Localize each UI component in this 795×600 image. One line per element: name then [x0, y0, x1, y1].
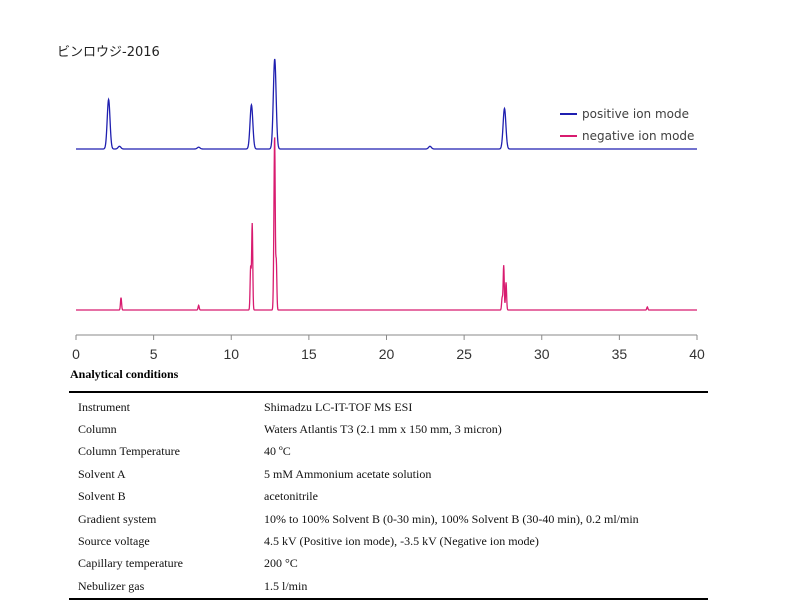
legend-label-0: positive ion mode	[582, 107, 689, 121]
condition-row: Gradient system 10% to 100% Solvent B (0-…	[69, 508, 708, 530]
traces-group	[76, 58, 697, 311]
condition-value: 200 °C	[264, 556, 298, 571]
chart-title: ビンロウジ-2016	[57, 45, 160, 60]
condition-value: Waters Atlantis T3 (2.1 mm x 150 mm, 3 m…	[264, 422, 502, 437]
condition-label: Nebulizer gas	[78, 578, 145, 593]
condition-label: Source voltage	[78, 534, 150, 549]
x-tick-label: 25	[456, 346, 472, 362]
condition-label: Gradient system	[78, 511, 157, 526]
condition-value: 40 ºC	[264, 444, 291, 459]
condition-row: Column Waters Atlantis T3 (2.1 mm x 150 m…	[69, 418, 708, 440]
x-tick-label: 40	[689, 346, 705, 362]
condition-value: 1.5 l/min	[264, 578, 308, 593]
x-tick-label: 5	[150, 346, 158, 362]
condition-value: 10% to 100% Solvent B (0-30 min), 100% S…	[264, 511, 639, 526]
legend: positive ion mode negative ion mode	[560, 107, 694, 143]
chromatogram-chart: 0 5 10 15 20 25 30 35 40 positive ion mode negati…	[72, 58, 705, 362]
condition-value: Shimadzu LC-IT-TOF MS ESI	[264, 399, 413, 414]
condition-row: Capillary temperature 200 °C	[69, 553, 708, 575]
condition-label: Column	[78, 422, 117, 437]
x-tick-label: 30	[534, 346, 550, 362]
x-tick-label: 15	[301, 346, 317, 362]
condition-value: acetonitrile	[264, 489, 318, 504]
condition-row: Solvent A 5 mM Ammonium acetate solution	[69, 463, 708, 485]
condition-row: Source voltage 4.5 kV (Positive ion mode)…	[69, 530, 708, 552]
conditions-title: Analytical conditions	[70, 367, 179, 381]
series-line-1	[76, 137, 697, 311]
x-tick-label: 35	[612, 346, 628, 362]
x-tick-label: 10	[223, 346, 239, 362]
x-tick-label: 20	[379, 346, 395, 362]
conditions-table: Instrument Shimadzu LC-IT-TOF MS ESI Colum…	[69, 391, 708, 600]
series-line-0	[76, 58, 697, 150]
condition-label: Solvent B	[78, 489, 126, 504]
condition-label: Solvent A	[78, 466, 126, 481]
condition-value: 4.5 kV (Positive ion mode), -3.5 kV (Neg…	[264, 534, 539, 549]
condition-row: Column Temperature 40 ºC	[69, 441, 708, 463]
legend-label-1: negative ion mode	[582, 129, 694, 143]
x-axis: 0 5 10 15 20 25 30 35 40	[72, 334, 705, 362]
condition-label: Column Temperature	[78, 444, 180, 459]
condition-label: Capillary temperature	[78, 556, 183, 571]
condition-row: Solvent B acetonitrile	[69, 486, 708, 508]
condition-value: 5 mM Ammonium acetate solution	[264, 466, 432, 481]
condition-label: Instrument	[78, 399, 130, 414]
x-tick-label: 0	[72, 346, 80, 362]
condition-row: Nebulizer gas 1.5 l/min	[69, 575, 708, 598]
condition-row: Instrument Shimadzu LC-IT-TOF MS ESI	[69, 392, 708, 418]
